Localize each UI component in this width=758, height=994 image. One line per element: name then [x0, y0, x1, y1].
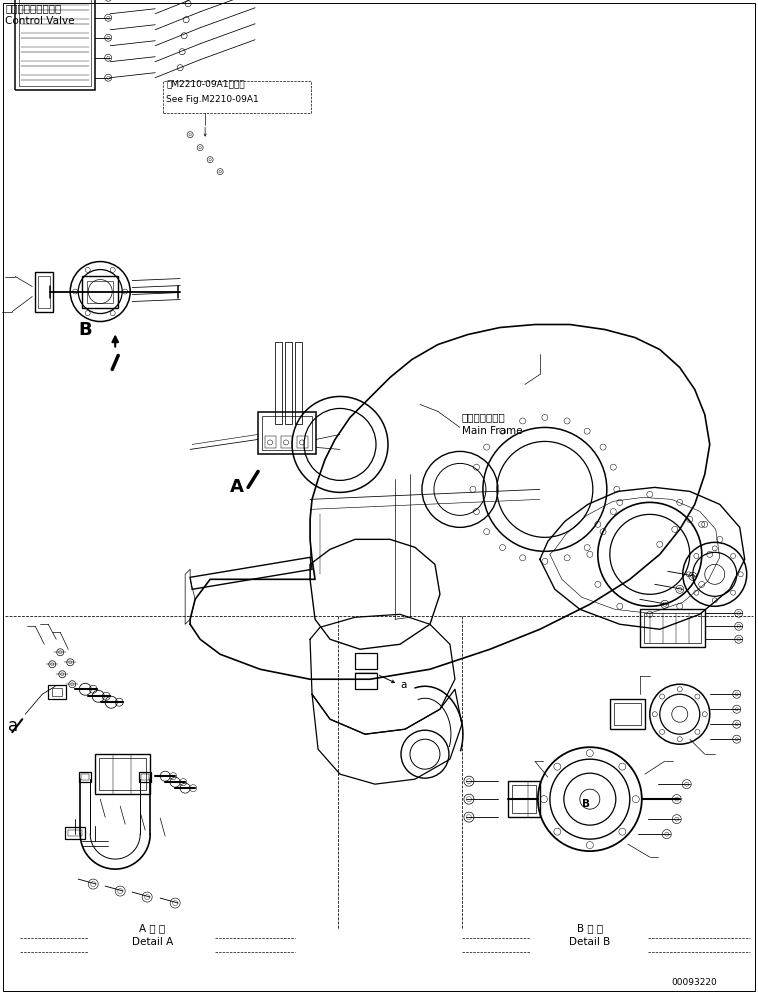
Bar	[15, 0, 96, 90]
Bar	[99, 758, 146, 790]
Bar	[285, 343, 292, 425]
Text: Main Frame: Main Frame	[462, 426, 522, 436]
Bar	[355, 674, 377, 690]
Bar	[275, 343, 282, 425]
Bar	[81, 774, 89, 780]
Text: メインフレーム: メインフレーム	[462, 413, 506, 422]
Bar	[258, 414, 316, 455]
Bar	[65, 827, 85, 839]
Bar	[297, 437, 308, 449]
Bar	[87, 281, 113, 303]
Text: a: a	[8, 717, 18, 735]
Bar	[68, 830, 82, 836]
Bar	[614, 704, 641, 726]
Text: コントロールバルブ: コントロールバルブ	[5, 3, 61, 13]
Text: a: a	[400, 680, 406, 690]
Bar	[512, 785, 536, 813]
Text: B: B	[78, 320, 92, 338]
Bar	[36, 272, 53, 312]
Bar	[262, 417, 312, 451]
Bar	[610, 700, 645, 730]
Text: 00093220: 00093220	[672, 977, 718, 986]
Bar	[355, 654, 377, 670]
Bar	[265, 437, 276, 449]
Bar	[163, 82, 311, 113]
Bar	[139, 772, 151, 782]
Bar	[52, 689, 62, 697]
Text: B: B	[582, 798, 590, 808]
Text: Detail B: Detail B	[569, 936, 610, 946]
Bar	[508, 781, 540, 817]
Text: 第M2210-09A1図参照: 第M2210-09A1図参照	[166, 80, 245, 88]
Bar	[644, 613, 700, 644]
Text: Detail A: Detail A	[132, 936, 173, 946]
Bar	[640, 609, 705, 648]
Polygon shape	[16, 717, 24, 727]
Bar	[49, 686, 66, 700]
Text: A 詳 細: A 詳 細	[139, 922, 165, 932]
Text: A: A	[230, 478, 244, 496]
Bar	[38, 276, 50, 308]
Text: Control Valve: Control Valve	[5, 16, 75, 26]
Text: See Fig.M2210-09A1: See Fig.M2210-09A1	[166, 94, 259, 103]
Polygon shape	[112, 350, 121, 360]
Bar	[80, 772, 91, 782]
Polygon shape	[255, 469, 261, 478]
Bar	[19, 0, 91, 86]
Bar	[82, 276, 118, 308]
Bar	[96, 754, 150, 794]
Bar	[281, 437, 292, 449]
Bar	[295, 343, 302, 425]
Bar	[141, 774, 149, 780]
Text: B 詳 細: B 詳 細	[577, 922, 603, 932]
